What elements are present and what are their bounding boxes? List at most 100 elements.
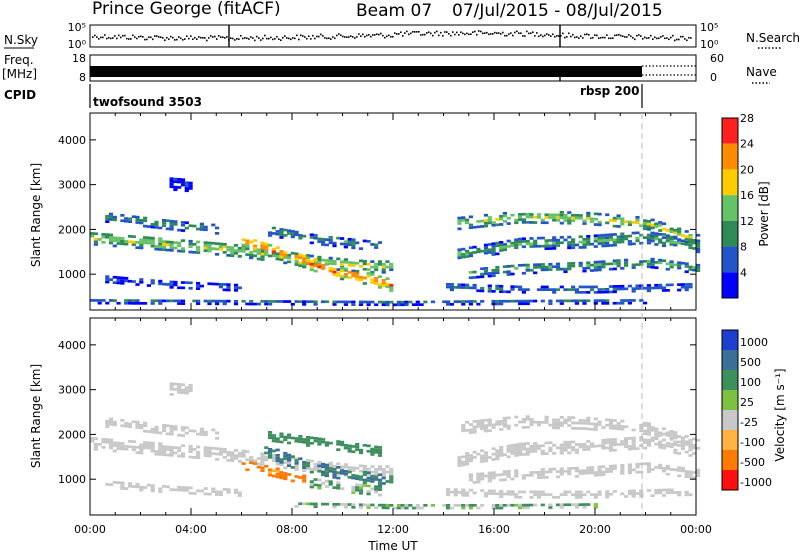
velocity-cell [366,490,371,493]
velocity-cell [184,431,189,435]
noise-point [558,35,560,37]
power-cell [233,289,239,292]
velocity-cell [589,493,595,496]
velocity-xtick-label: 00:00 [74,523,106,536]
power-cell [559,213,564,217]
power-cell [495,287,500,291]
velocity-cell [290,455,295,458]
velocity-cell [563,443,568,447]
power-cell [336,257,341,261]
velocity-cell [446,506,451,510]
velocity-cell [639,429,644,433]
power-cell [101,241,106,244]
velocity-cell [540,470,545,474]
velocity-cell [483,492,489,495]
noise-point [410,32,412,35]
power-cell [608,267,614,271]
power-cell [135,218,140,222]
velocity-cell [631,444,636,448]
velocity-xtick-label: 20:00 [579,523,611,536]
station-title: Prince George (fitACF) [92,0,281,19]
velocity-cell [294,437,299,440]
power-cell [677,241,682,245]
power-cell [211,247,216,250]
power-cell [370,278,375,282]
velocity-cell [680,447,685,451]
velocity-cell [487,492,492,495]
power-cell [635,218,640,222]
noise-point [550,35,552,37]
velocity-cell [483,456,489,460]
velocity-cell [180,388,186,392]
power-cell [203,225,208,229]
power-cell [124,301,129,305]
power-cell [620,232,625,236]
velocity-cell [135,485,140,489]
power-cell [582,285,587,289]
velocity-cell [131,420,136,424]
power-cell [540,244,545,248]
velocity-cell [362,444,367,447]
power-cell [287,229,292,233]
velocity-cell [415,504,420,507]
velocity-cell [158,453,163,456]
noise-point [164,39,166,41]
noise-point [452,31,454,33]
power-cell [177,178,182,181]
power-heatmap [90,177,701,307]
noise-panel-frame [89,24,697,48]
power-cell [355,261,360,265]
noise-point [316,35,318,38]
velocity-cell [260,460,265,464]
velocity-cell [196,432,201,436]
velocity-cell [669,491,674,494]
velocity-cell [332,476,337,479]
power-cell [347,243,352,247]
noise-point [582,37,584,39]
power-cell [249,302,254,306]
power-cell [612,285,617,288]
power-cell [457,216,462,220]
power-cell [215,282,220,286]
power-cell [586,285,591,289]
velocity-cell [377,468,383,471]
power-cell [184,184,189,187]
velocity-cell [514,469,519,472]
power-cell [593,263,598,267]
velocity-cell [533,503,538,507]
noise-point [178,36,180,38]
power-cell [646,262,651,266]
velocity-cell [150,430,155,434]
velocity-cell [574,451,579,454]
power-cell [268,300,273,303]
power-cell [294,257,299,261]
power-cell [264,302,269,306]
power-cell [567,219,572,222]
velocity-cell [521,417,526,421]
power-cell [502,220,507,223]
velocity-cell [533,420,538,424]
velocity-cell [605,493,610,496]
velocity-cell [563,449,568,452]
power-cell [650,223,655,227]
power-cell [358,278,364,282]
noise-point [686,39,688,42]
velocity-cell [525,474,530,477]
velocity-cell [302,438,307,441]
velocity-cell [461,455,466,459]
power-cell [499,284,504,288]
power-cell [162,299,167,303]
power-cell [627,220,632,224]
velocity-cell [309,436,314,440]
power-cell [108,299,114,302]
velocity-cell [612,419,617,422]
noise-point [102,36,104,39]
power-cell [646,265,651,269]
velocity-cell [347,476,352,479]
power-cell [177,180,182,184]
velocity-cell [468,488,473,492]
power-cell [582,302,587,305]
power-cell [555,213,561,217]
velocity-cell [483,418,489,422]
power-cell [624,258,629,262]
